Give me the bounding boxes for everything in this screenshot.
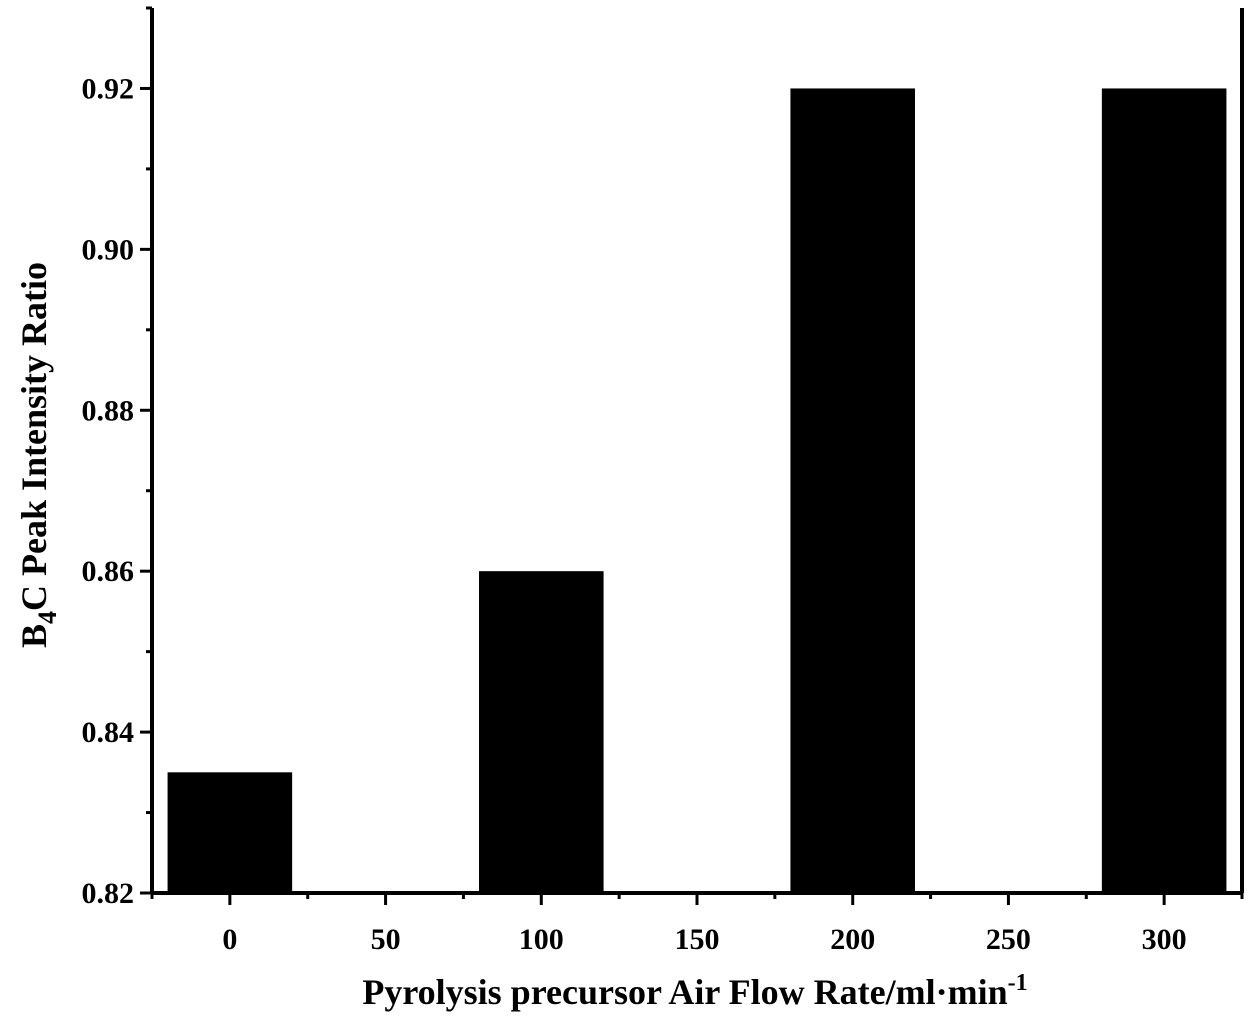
y-tick-label: 0.92 — [82, 72, 135, 105]
x-tick-label: 300 — [1142, 923, 1187, 956]
y-axis-title: B4C Peak Intensity Ratio — [14, 262, 62, 648]
x-axis-title-main: Pyrolysis precursor Air Flow Rate/ml·min — [362, 972, 1007, 1012]
bar-0 — [167, 772, 293, 893]
bar-300 — [1101, 88, 1227, 894]
x-tick-label: 200 — [830, 923, 875, 956]
bar-200 — [790, 88, 915, 894]
y-axis-title-main: B — [14, 624, 54, 648]
x-tick-label: 100 — [519, 923, 564, 956]
y-tick-label: 0.84 — [82, 716, 135, 749]
y-ticks-group: 0.82 0.84 0.86 0.88 0.90 0.92 — [82, 6, 152, 910]
x-tick-label: 50 — [371, 923, 401, 956]
x-tick-label: 250 — [986, 923, 1031, 956]
y-tick-label: 0.82 — [82, 877, 135, 910]
bar-100 — [479, 571, 604, 893]
y-axis-title-subscript: 4 — [33, 611, 62, 624]
y-tick-label: 0.88 — [82, 394, 135, 427]
y-tick-label: 0.90 — [82, 233, 135, 266]
y-axis-title-rest: C Peak Intensity Ratio — [14, 262, 54, 611]
y-tick-label: 0.86 — [82, 555, 135, 588]
x-tick-label: 150 — [675, 923, 720, 956]
x-ticks-group: 0 50 100 150 200 250 300 — [150, 893, 1244, 956]
axes-group — [150, 8, 1244, 895]
bars-group — [167, 88, 1227, 894]
x-axis-title-superscript: -1 — [1008, 970, 1028, 996]
x-axis-title: Pyrolysis precursor Air Flow Rate/ml·min… — [362, 970, 1027, 1012]
x-tick-label: 0 — [222, 923, 237, 956]
